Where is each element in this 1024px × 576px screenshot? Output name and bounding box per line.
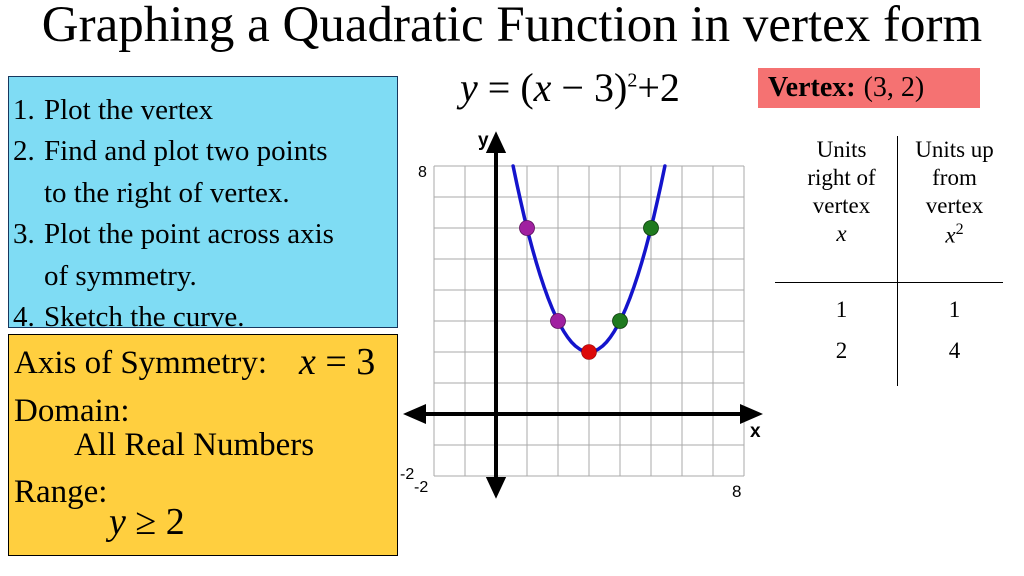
svg-text:y: y (478, 130, 489, 151)
svg-text:x: x (750, 421, 761, 442)
svg-text:-2: -2 (400, 466, 414, 483)
svg-text:8: 8 (418, 164, 427, 181)
svg-text:8: 8 (732, 482, 741, 500)
svg-text:-2: -2 (414, 479, 428, 496)
